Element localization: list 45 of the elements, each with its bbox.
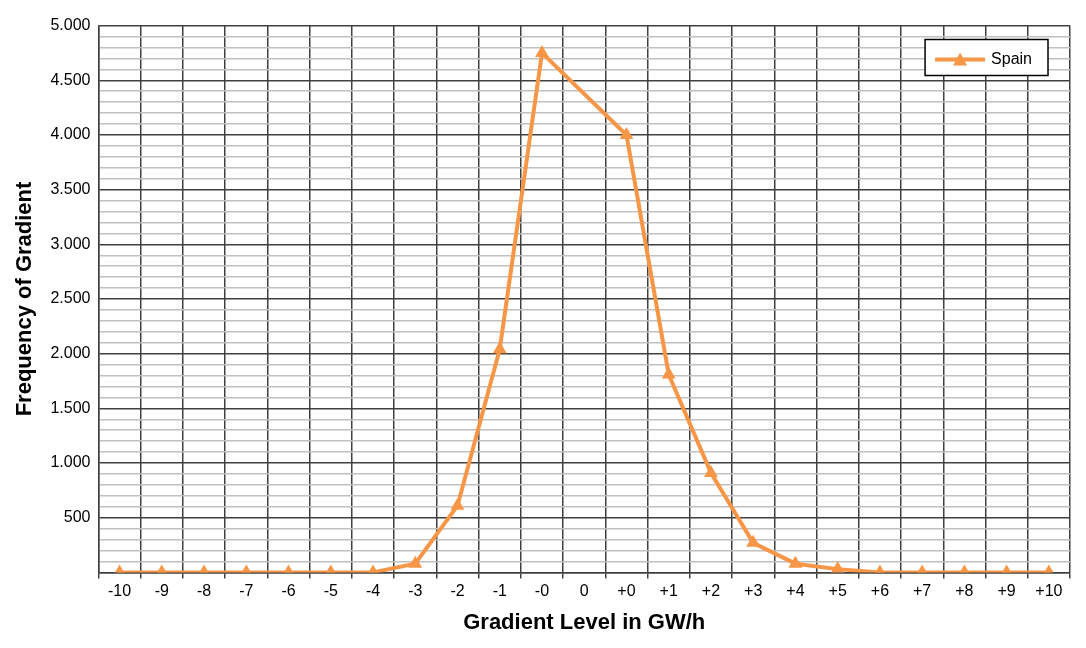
y-tick-label: 3.000: [50, 234, 91, 252]
point: [450, 497, 465, 510]
y-tick-label: 2.500: [50, 289, 91, 307]
x-tick-label: +3: [744, 582, 763, 600]
x-tick-label: +10: [1035, 582, 1063, 600]
x-tick-label: -0: [534, 582, 550, 600]
y-tick-label: 4.500: [50, 70, 91, 88]
point: [619, 126, 634, 139]
x-axis-title: Gradient Level in GW/h: [463, 608, 706, 634]
x-tick-label: -3: [408, 582, 423, 600]
x-tick-label: +2: [701, 582, 721, 600]
point: [535, 44, 549, 57]
y-tick-label: 4.000: [50, 125, 91, 143]
y-tick-label: 5.000: [50, 16, 91, 34]
x-tick-label: +7: [913, 582, 932, 600]
x-tick-label: +1: [659, 582, 678, 600]
y-axis-title: Frequency of Gradient: [11, 180, 37, 417]
point: [704, 464, 718, 477]
point: [746, 534, 761, 547]
y-tick-label: 2.000: [50, 344, 91, 362]
x-tick-label: +5: [828, 582, 847, 600]
point: [661, 366, 676, 379]
x-tick-label: 0: [579, 582, 589, 600]
point: [788, 555, 803, 568]
x-tick-label: -8: [196, 582, 212, 600]
x-tick-label: -9: [154, 582, 170, 600]
x-tick-label: -10: [108, 582, 132, 600]
x-tick-label: -1: [492, 582, 507, 600]
x-tick-label: -4: [365, 582, 381, 600]
x-tick-label: +4: [786, 582, 805, 600]
legend-label: Spain: [991, 50, 1032, 68]
x-tick-label: +8: [955, 582, 974, 600]
point: [408, 555, 423, 568]
point: [492, 341, 507, 354]
y-tick-label: 1.000: [50, 453, 91, 471]
x-tick-label: -2: [450, 582, 465, 600]
y-tick-label: 500: [63, 508, 91, 526]
y-tick-label: 1.500: [50, 398, 91, 416]
x-tick-label: +0: [617, 582, 636, 600]
x-tick-label: -5: [323, 582, 338, 600]
x-tick-label: -6: [281, 582, 296, 600]
x-tick-label: +6: [870, 582, 890, 600]
x-tick-label: -7: [239, 582, 254, 600]
x-tick-label: +9: [997, 582, 1016, 600]
y-tick-label: 3.500: [50, 180, 91, 198]
